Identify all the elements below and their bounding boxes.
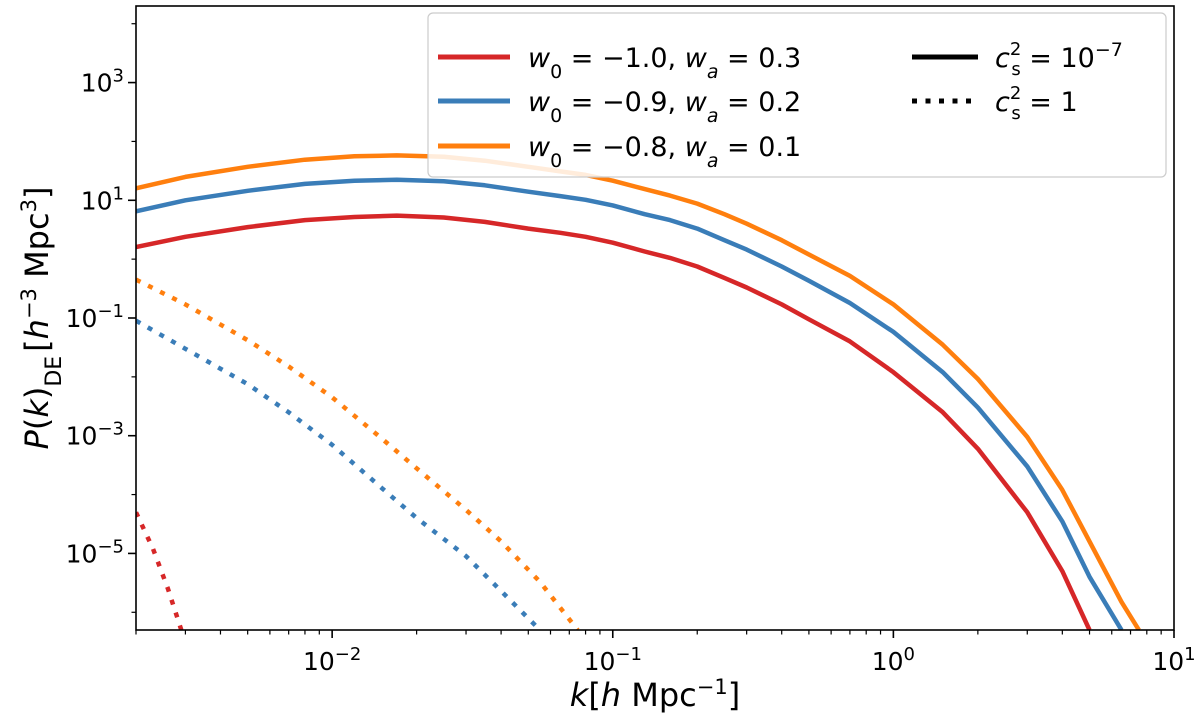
y-axis-label: P(k)DE[h−3 Mpc3] (17, 187, 67, 450)
series-line-solid-1 (136, 177, 1124, 630)
y-tick-label: 101 (81, 183, 124, 216)
legend-label-w0-1.0: w0 = −1.0, wa = 0.3 (528, 43, 801, 83)
legend-label-w0-0.9: w0 = −0.9, wa = 0.2 (528, 87, 801, 127)
series-line-solid-2 (136, 153, 1141, 630)
y-tick-label: 10−3 (66, 418, 124, 451)
x-axis-label: k[h Mpc−1] (570, 675, 740, 714)
legend-box (427, 12, 1167, 178)
y-tick-label: 10−5 (66, 536, 124, 569)
series-layer (136, 153, 1141, 630)
x-tick-label: 101 (1152, 644, 1195, 677)
y-tick-label: 10−1 (66, 301, 124, 334)
x-tick-label: 100 (872, 644, 915, 677)
legend-label-dotted: c2 s = 1 (995, 83, 1078, 124)
legend: w0 = −1.0, wa = 0.3 w0 = −0.9, wa = 0.2 … (427, 12, 1167, 178)
legend-label-solid: c2 s = 10−7 (995, 39, 1123, 80)
series-line-solid-0 (136, 213, 1092, 630)
x-tick-label: 10−1 (584, 644, 642, 677)
ticks-layer: 10−2 10−1 100 101 10−5 10−3 10−1 101 103 (66, 23, 1196, 677)
x-tick-label: 10−2 (303, 644, 361, 677)
legend-label-w0-0.8: w0 = −0.8, wa = 0.1 (528, 132, 801, 172)
y-tick-label: 103 (81, 65, 124, 98)
